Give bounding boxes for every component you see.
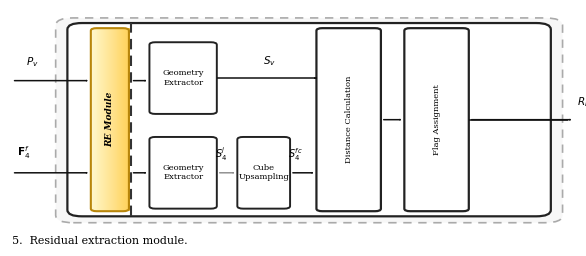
Text: $R_F$: $R_F$ <box>577 96 586 110</box>
Bar <box>97 28 98 211</box>
Bar <box>95 28 96 211</box>
Bar <box>123 28 125 211</box>
Bar <box>108 28 110 211</box>
Bar <box>128 28 130 211</box>
Bar <box>115 28 117 211</box>
FancyBboxPatch shape <box>67 23 551 216</box>
Text: Geometry
Extractor: Geometry Extractor <box>162 164 204 182</box>
Bar <box>105 28 107 211</box>
Bar <box>122 28 124 211</box>
Bar <box>92 28 93 211</box>
Bar <box>103 28 105 211</box>
Bar <box>111 28 113 211</box>
Bar <box>120 28 122 211</box>
Text: $S_4^{fc}$: $S_4^{fc}$ <box>288 146 303 163</box>
Bar <box>114 28 115 211</box>
Text: RE Module: RE Module <box>105 92 114 147</box>
Bar <box>126 28 128 211</box>
Bar <box>100 28 102 211</box>
Bar <box>118 28 120 211</box>
Bar <box>107 28 108 211</box>
Bar <box>120 28 121 211</box>
Bar <box>117 28 119 211</box>
FancyBboxPatch shape <box>149 137 217 209</box>
Bar <box>127 28 128 211</box>
Bar <box>101 28 103 211</box>
Bar <box>125 28 127 211</box>
Bar <box>124 28 125 211</box>
Bar <box>112 28 113 211</box>
Bar <box>98 28 100 211</box>
Bar <box>110 28 111 211</box>
FancyBboxPatch shape <box>149 42 217 114</box>
Bar <box>106 28 108 211</box>
Text: $S_4^j$: $S_4^j$ <box>216 145 227 163</box>
Text: $S_v$: $S_v$ <box>263 54 276 68</box>
Text: Distance Calculation: Distance Calculation <box>345 76 353 163</box>
FancyBboxPatch shape <box>56 18 563 223</box>
Bar <box>109 28 110 211</box>
FancyBboxPatch shape <box>237 137 290 209</box>
Text: Cube
Upsampling: Cube Upsampling <box>239 164 289 182</box>
Text: $P_v$: $P_v$ <box>26 55 39 69</box>
Text: 5.  Residual extraction module.: 5. Residual extraction module. <box>12 236 188 246</box>
Text: Geometry
Extractor: Geometry Extractor <box>162 69 204 87</box>
Bar <box>113 28 114 211</box>
FancyBboxPatch shape <box>404 28 469 211</box>
FancyBboxPatch shape <box>316 28 381 211</box>
Bar <box>97 28 99 211</box>
Bar <box>100 28 101 211</box>
Text: $\mathbf{F}_4^f$: $\mathbf{F}_4^f$ <box>17 144 30 161</box>
Bar <box>121 28 123 211</box>
Bar <box>94 28 95 211</box>
Bar <box>104 28 105 211</box>
Bar <box>115 28 116 211</box>
Bar <box>117 28 118 211</box>
Bar <box>102 28 104 211</box>
Bar <box>91 28 93 211</box>
Bar <box>93 28 94 211</box>
Bar <box>96 28 97 211</box>
Text: Flag Assignment: Flag Assignment <box>432 84 441 155</box>
